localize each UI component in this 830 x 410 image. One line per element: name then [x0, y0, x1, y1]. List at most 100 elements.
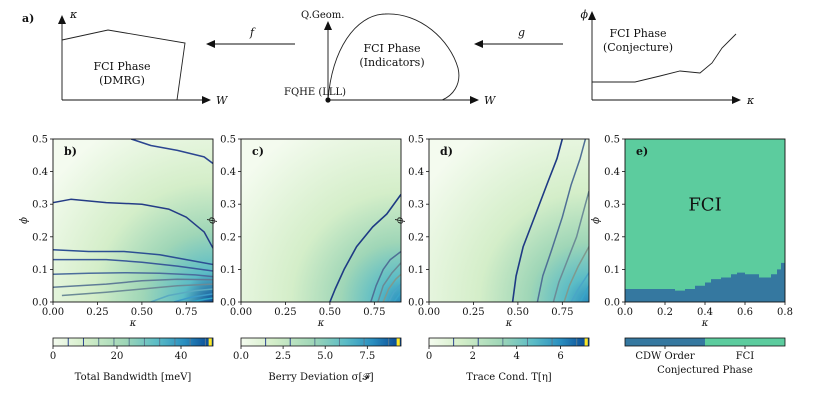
y-tick-label: 0.1 [220, 265, 236, 276]
x-tick-label: 0.50 [507, 307, 529, 318]
colorbar: CDW Order FCI Conjectured Phase [624, 337, 786, 376]
contour-line-9 [173, 293, 213, 302]
contour-line-6 [393, 291, 401, 302]
contour-line-4 [563, 246, 589, 302]
panel-label: e) [636, 145, 648, 158]
schematic3-region-line1: FCI Phase [609, 27, 666, 40]
x-tick-label: 0.00 [230, 307, 252, 318]
contour-line-4 [382, 273, 401, 302]
panel-label: d) [440, 145, 453, 158]
y-tick-label: 0.5 [604, 135, 620, 146]
y-tick-label: 0.1 [32, 265, 48, 276]
y-tick-label: 0.0 [408, 298, 424, 309]
y-tick-label: 0.3 [604, 200, 620, 211]
heatmap-background [53, 139, 213, 302]
contour-line-3 [53, 249, 213, 266]
plot-frame [52, 138, 214, 303]
colorbar-tick-label: 7.5 [359, 351, 375, 362]
y-axis-label: ϕ [19, 217, 30, 224]
y-tick-label: 0.5 [408, 135, 424, 146]
y-axis-label: ϕ [591, 217, 602, 224]
y-tick-label: 0.5 [220, 135, 236, 146]
x-axis-label: κ [317, 318, 325, 329]
y-tick-label: 0.2 [32, 232, 48, 243]
contour-line-5 [387, 283, 401, 302]
y-tick-label: 0.1 [408, 265, 424, 276]
colorbar-tick-label: 4 [513, 351, 519, 362]
colorbar-tick-label: 5.0 [317, 351, 333, 362]
contour-line-10 [191, 297, 213, 302]
colorbar-gradient [241, 338, 401, 346]
y-tick-label: 0.3 [220, 200, 236, 211]
contour-line-2 [536, 139, 587, 302]
contour-line-5 [570, 272, 589, 302]
colorbar-label: Berry Deviation σ[𝓕] [268, 372, 373, 383]
heatmap-background [429, 139, 589, 302]
y-axis-label: ϕ [395, 217, 406, 224]
plot-area [429, 139, 589, 302]
colorbar-gradient [53, 338, 213, 346]
panel-label: b) [64, 145, 77, 158]
panel-label: c) [252, 145, 264, 158]
panel-a-label: a) [22, 12, 34, 25]
plot-area [625, 139, 785, 302]
colorbar-tick-label: 2 [470, 351, 476, 362]
x-tick-label: 0.2 [657, 307, 673, 318]
schematic2-region-line2: (Indicators) [359, 56, 424, 69]
y-tick-label: 0.2 [220, 232, 236, 243]
panel-c: c) 0.0 0.1 0.2 0.3 0.4 0.5 0.00 0.25 0.50 0.75 κ ϕ 0.… [207, 135, 402, 383]
arrow-f-label: f [249, 26, 256, 39]
plot-frame [428, 138, 590, 303]
schematic-indicators: Q.Geom. W FQHE (LLL) FCI Phase (Indicato… [284, 10, 497, 107]
y-tick-label: 0.2 [604, 232, 620, 243]
plot-area [241, 139, 401, 302]
colorbar: 0.0 2.5 5.0 7.5 Berry Deviation σ[𝓕] [233, 337, 402, 383]
x-tick-label: 0.4 [697, 307, 713, 318]
x-tick-label: 0.75 [175, 307, 197, 318]
contour-line-2 [370, 250, 401, 302]
colorbar-cdw-swatch [625, 338, 705, 346]
y-tick-label: 0.0 [32, 298, 48, 309]
contour-line-3 [552, 190, 589, 302]
y-tick-label: 0.1 [604, 265, 620, 276]
colorbar-tick-label: 40 [175, 351, 188, 362]
contour-line-1 [511, 139, 564, 302]
y-tick-label: 0.4 [220, 167, 236, 178]
colorbar-label: Total Bandwidth [meV] [75, 372, 192, 383]
x-tick-label: 0.6 [737, 307, 753, 318]
plot-frame [240, 138, 402, 303]
schematic2-origin-dot [325, 97, 331, 103]
y-tick-label: 0.0 [604, 298, 620, 309]
y-axis-label: ϕ [207, 217, 218, 224]
x-tick-label: 0.8 [777, 307, 793, 318]
schematic2-x-label: W [484, 94, 497, 107]
y-tick-label: 0.3 [32, 200, 48, 211]
y-tick-label: 0.2 [408, 232, 424, 243]
contour-line-8 [150, 288, 213, 302]
y-tick-label: 0.4 [32, 167, 48, 178]
schematic1-phase-boundary [61, 29, 186, 101]
contour-line-3 [377, 262, 401, 302]
fci-region-label: FCI [688, 195, 721, 216]
heatmap-background [241, 139, 401, 302]
contour-line-1 [130, 139, 213, 165]
schematic3-phase-boundary [592, 33, 737, 83]
colorbar-category-label: FCI [736, 351, 755, 362]
x-tick-label: 0.25 [274, 307, 296, 318]
colorbar: 0 2 4 6 Trace Cond. T[η] [426, 337, 590, 383]
schematic-dmrg: κ W FCI Phase (DMRG) [58, 8, 229, 107]
y-tick-label: 0.4 [408, 167, 424, 178]
colorbar-tick-label: 0.0 [233, 351, 249, 362]
x-axis-label: κ [505, 318, 513, 329]
x-axis-label: κ [701, 318, 709, 329]
x-tick-label: 0.50 [319, 307, 341, 318]
schematic3-x-label: κ [746, 94, 755, 107]
contour-line-7 [61, 283, 213, 297]
x-tick-label: 0.25 [86, 307, 108, 318]
contour-line-6 [579, 285, 589, 302]
colorbar-frame [240, 337, 402, 347]
x-tick-label: 0.0 [617, 307, 633, 318]
colorbar-tick-label: 2.5 [275, 351, 291, 362]
